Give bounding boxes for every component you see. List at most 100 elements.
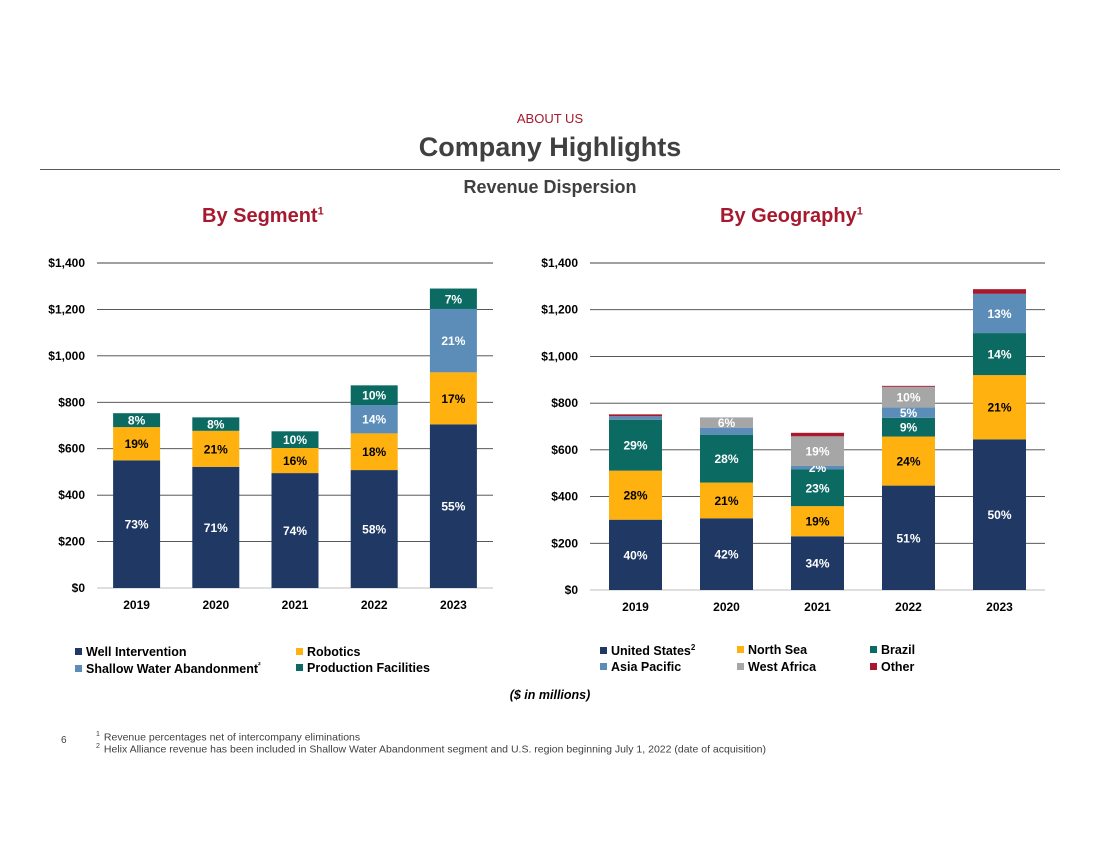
geography-data-label-brazil-2023: 14% (987, 348, 1011, 362)
segment-data-label-well-intervention-2020: 71% (204, 521, 228, 535)
segment-legend-swatch (75, 665, 82, 673)
geography-data-label-north-sea-2021: 19% (805, 515, 829, 529)
geography-bar-west-africa-2021 (791, 436, 844, 466)
segment-bar-shallow-water-abandonment-2023 (429, 308, 477, 373)
geography-revenue-chart: $0 $200 $400 $600 $800 $1,000 $1,200 $1,400 40% 2… (541, 256, 1045, 614)
segment-y-tick-label: $400 (58, 488, 85, 502)
segment-y-tick-label: $1,000 (48, 349, 85, 363)
segment-legend-item-robotics: Robotics (296, 645, 360, 659)
footnote-1-marker: 1 (96, 731, 100, 738)
geography-bar-other-2023 (973, 289, 1026, 294)
geography-y-tick-label: $400 (551, 490, 578, 504)
segment-legend-item-shallow-water-abandonment: Shallow Water Abandonment² (75, 661, 261, 676)
segment-bar-production-facilities-2023 (429, 288, 477, 309)
geography-bar-west-africa-2022 (882, 386, 935, 408)
geography-data-label-united-states-2020: 42% (714, 548, 738, 562)
segment-bar-well-intervention-2023 (429, 424, 477, 588)
units-note: ($ in millions) (509, 688, 591, 702)
geography-x-tick-label: 2021 (804, 600, 831, 614)
segment-legend-swatch (296, 664, 303, 671)
segment-legend-label: Robotics (307, 645, 361, 659)
geography-x-tick-label: 2019 (622, 600, 649, 614)
geography-data-label-united-states-2023: 50% (987, 508, 1011, 522)
geography-bar-other-2019 (609, 414, 662, 417)
footnote-1-text: Revenue percentages net of intercompany … (103, 731, 361, 744)
geography-legend-swatch (600, 663, 607, 670)
geography-bar-asia-pacific-2023 (973, 293, 1026, 334)
segment-bar-robotics-2021 (271, 448, 319, 474)
segment-bar-shallow-water-abandonment-2022 (350, 405, 398, 434)
geography-bar-united-states-2020 (700, 518, 753, 590)
segment-bar-production-facilities-2020 (192, 417, 240, 431)
geography-data-label-brazil-2020: 28% (714, 452, 738, 466)
segment-revenue-chart: $0 $200 $400 $600 $800 $1,000 $1,200 $1,400 73% 1… (48, 256, 493, 612)
segment-bar-production-facilities-2022 (350, 385, 398, 406)
geography-bar-united-states-2019 (609, 519, 662, 590)
geography-x-tick-label: 2023 (986, 600, 1013, 614)
segment-legend-footnote-marker: ² (258, 661, 261, 670)
geography-x-tick-label: 2020 (713, 600, 740, 614)
segment-chart-title-text: By Segment (202, 205, 318, 227)
geography-legend-footnote-marker: 2 (690, 643, 696, 652)
segment-data-label-robotics-2021: 16% (283, 454, 307, 468)
footnote-2-text: Helix Alliance revenue has been included… (103, 743, 767, 756)
geography-legend-swatch (870, 663, 877, 670)
geography-y-tick-label: $1,400 (541, 256, 578, 270)
geography-legend-item-north-sea: North Sea (737, 643, 807, 657)
segment-bar-well-intervention-2021 (271, 473, 319, 588)
geography-chart-title-text: By Geography (720, 205, 857, 227)
segment-data-label-well-intervention-2021: 74% (283, 524, 307, 538)
page-title: Company Highlights (418, 132, 682, 162)
geography-bar-north-sea-2019 (609, 470, 662, 520)
segment-legend-item-production-facilities: Production Facilities (296, 661, 430, 675)
page-subtitle: Revenue Dispersion (463, 177, 637, 197)
geography-y-tick-label: $800 (551, 396, 578, 410)
geography-bar-brazil-2023 (973, 333, 1026, 376)
segment-bar-production-facilities-2019 (113, 413, 161, 428)
footnote-2-marker: 2 (96, 743, 100, 750)
segment-y-tick-label: $1,200 (48, 302, 85, 316)
geography-legend-swatch (737, 663, 744, 670)
geography-y-tick-label: $200 (551, 536, 578, 550)
geography-bar-west-africa-2020 (700, 417, 753, 428)
segment-bar-robotics-2019 (113, 427, 161, 461)
geography-legend-item-united-states: United States2 (600, 643, 695, 658)
geography-bar-asia-pacific-2019 (609, 416, 662, 420)
geography-bar-brazil-2022 (882, 417, 935, 437)
geography-bar-other-2021 (791, 432, 844, 437)
segment-data-label-robotics-2023: 17% (441, 392, 465, 406)
geography-bar-north-sea-2023 (973, 375, 1026, 440)
segment-y-tick-label: $0 (72, 581, 86, 595)
geography-data-label-united-states-2019: 40% (623, 548, 647, 562)
geography-bar-asia-pacific-2020 (700, 427, 753, 435)
segment-data-label-production-facilities-2020: 8% (207, 418, 225, 432)
geography-chart-title: By Geography1 (720, 205, 863, 228)
segment-y-tick-label: $600 (58, 442, 85, 456)
geography-legend-label: Asia Pacific (611, 660, 682, 674)
segment-bar-production-facilities-2021 (271, 431, 319, 449)
geography-legend-item-brazil: Brazil (870, 643, 915, 657)
geography-legend-label: Other (881, 660, 915, 674)
segment-data-label-robotics-2019: 19% (125, 437, 149, 451)
segment-title-footnote-marker: 1 (317, 205, 324, 218)
segment-y-tick-label: $1,400 (48, 256, 85, 270)
geography-bar-brazil-2020 (700, 434, 753, 483)
geography-data-label-north-sea-2023: 21% (987, 401, 1011, 415)
segment-bar-robotics-2022 (350, 433, 398, 471)
segment-data-label-shallow-water-abandonment-2022: 14% (362, 413, 386, 427)
geography-data-label-brazil-2019: 29% (623, 439, 647, 453)
segment-bar-well-intervention-2022 (350, 470, 398, 588)
segment-y-tick-label: $800 (58, 395, 85, 409)
segment-x-tick-label: 2019 (123, 598, 150, 612)
geography-data-label-north-sea-2020: 21% (714, 494, 738, 508)
geography-bar-asia-pacific-2022 (882, 407, 935, 418)
geography-y-tick-label: $600 (551, 443, 578, 457)
segment-legend-label: Well Intervention (86, 645, 187, 659)
segment-bar-well-intervention-2019 (113, 460, 161, 588)
geography-data-label-united-states-2022: 51% (896, 531, 920, 545)
geography-bar-north-sea-2020 (700, 482, 753, 519)
geography-bar-brazil-2021 (791, 469, 844, 507)
footnote-2: 2 Helix Alliance revenue has been include… (96, 743, 766, 756)
geography-legend-item-other: Other (870, 660, 914, 674)
section-eyebrow: ABOUT US (516, 111, 584, 126)
